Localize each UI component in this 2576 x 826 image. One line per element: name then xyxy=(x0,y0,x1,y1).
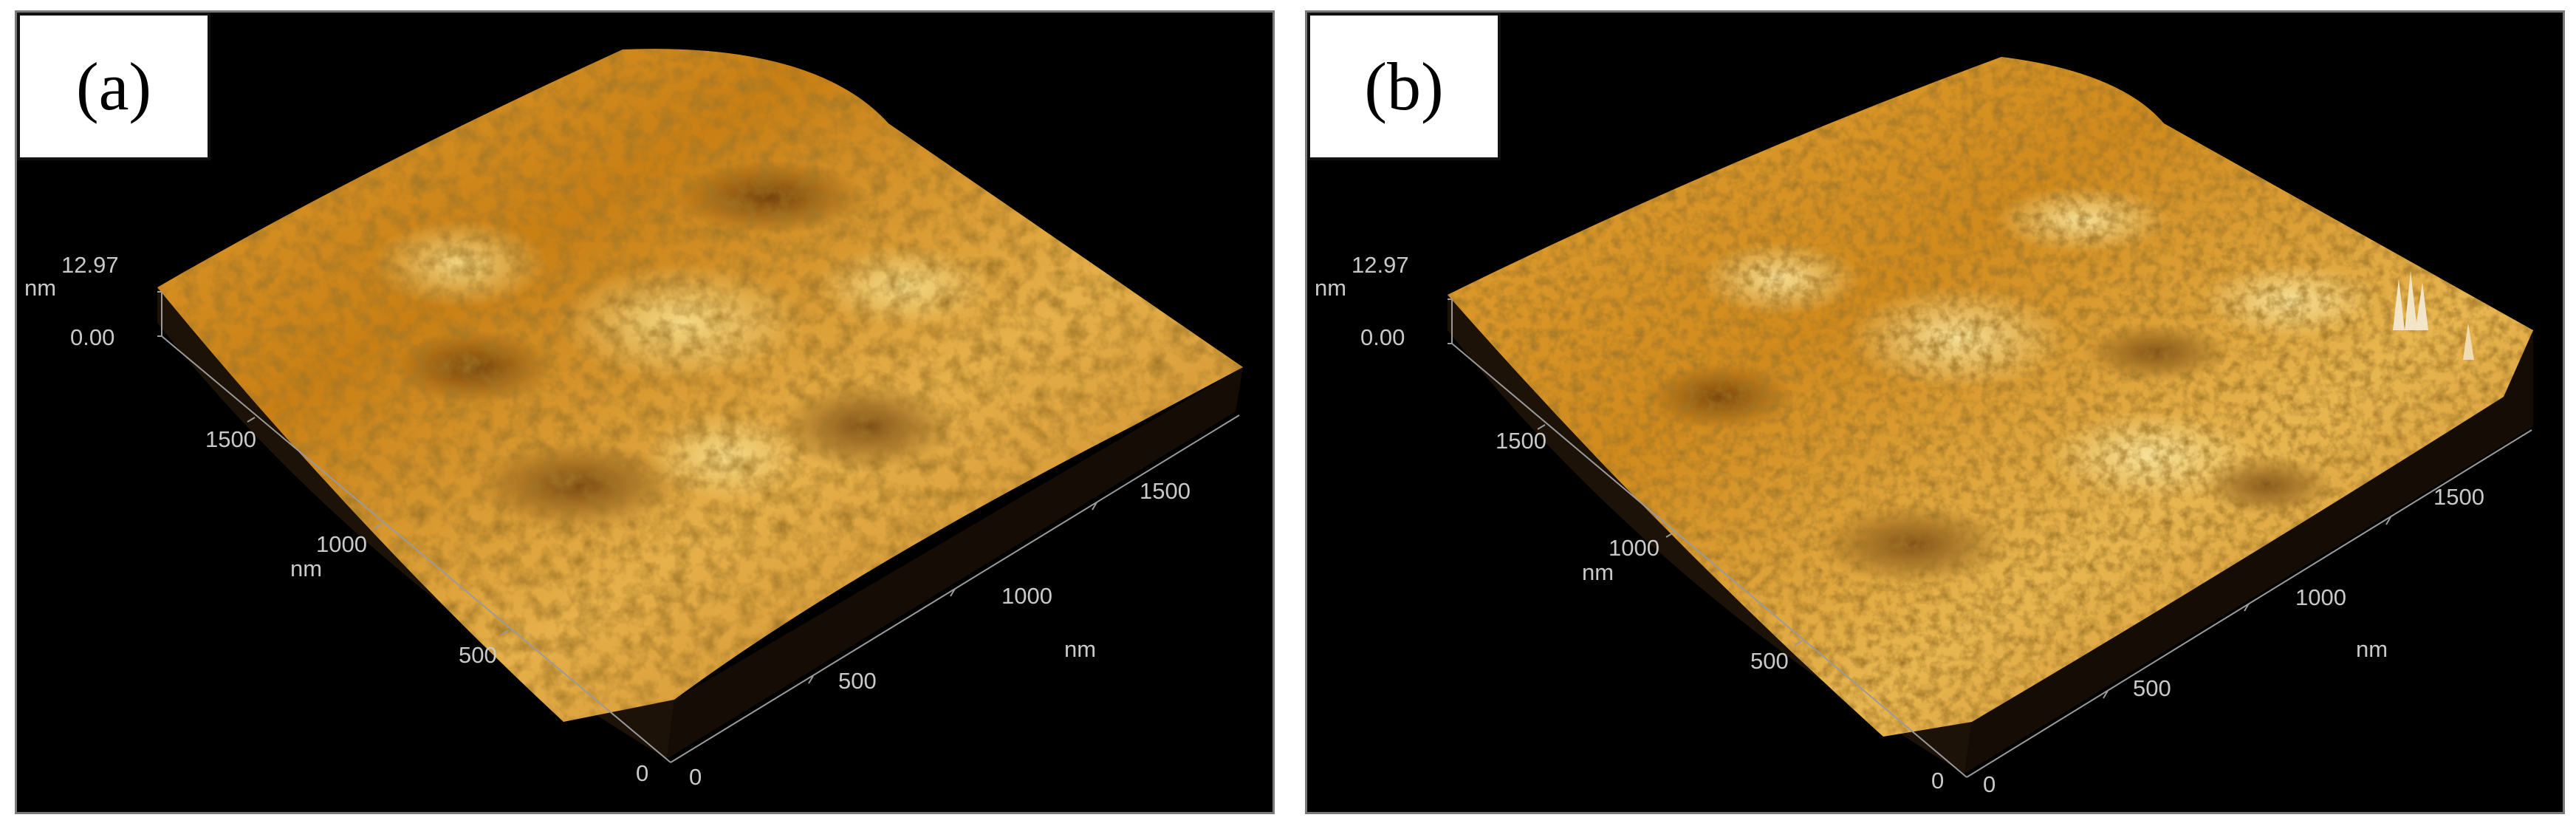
left-axis-tick-500: 500 xyxy=(459,642,497,668)
axis-ticks xyxy=(1448,298,2391,699)
surface-side-right xyxy=(667,367,1243,759)
afm-panel-b: 12.97 nm 0.00 1500 1000 nm 500 0 0 500 1… xyxy=(1305,10,2565,814)
afm-plot-b: 12.97 nm 0.00 1500 1000 nm 500 0 0 500 1… xyxy=(1315,57,2533,797)
axes-frame xyxy=(1451,299,2532,778)
z-axis-max-label: 12.97 xyxy=(1352,252,1409,278)
left-axis-tick-500: 500 xyxy=(1750,648,1789,674)
right-axis-tick-1500: 1500 xyxy=(1140,478,1191,504)
left-axis-tick-1000: 1000 xyxy=(1609,535,1659,561)
left-axis-tick-1500: 1500 xyxy=(205,426,256,452)
left-axis-tick-0: 0 xyxy=(636,760,648,786)
z-axis-min-label: 0.00 xyxy=(1360,324,1405,350)
right-axis-tick-1000: 1000 xyxy=(1001,583,1052,609)
right-axis-tick-0: 0 xyxy=(1983,771,1996,797)
right-axis-tick-500: 500 xyxy=(2133,675,2171,701)
right-axis-tick-500: 500 xyxy=(838,668,877,694)
z-axis-unit-label: nm xyxy=(24,275,56,301)
z-axis-max-label: 12.97 xyxy=(61,252,119,278)
afm-panel-a: 12.97 nm 0.00 1500 1000 nm 500 0 0 500 1… xyxy=(15,10,1275,814)
left-axis-tick-0: 0 xyxy=(1931,768,1944,793)
right-axis-tick-1000: 1000 xyxy=(2295,584,2346,610)
right-axis-tick-1500: 1500 xyxy=(2433,484,2484,510)
right-axis-tick-0: 0 xyxy=(689,764,702,790)
axis-ticks xyxy=(157,291,1097,684)
panel-label-text: (a) xyxy=(75,49,152,124)
panel-label-a: (a) xyxy=(17,13,210,160)
right-axis-unit-label: nm xyxy=(1064,636,1096,662)
panel-label-b: (b) xyxy=(1307,13,1501,160)
left-axis-tick-1000: 1000 xyxy=(316,531,367,557)
left-axis-unit-label: nm xyxy=(1582,559,1614,585)
left-axis-unit-label: nm xyxy=(290,556,322,581)
right-axis-unit-label: nm xyxy=(2356,636,2388,662)
panel-label-text: (b) xyxy=(1364,49,1444,124)
left-axis-tick-1500: 1500 xyxy=(1496,428,1546,454)
z-axis-min-label: 0.00 xyxy=(70,324,114,350)
afm-plot-a: 12.97 nm 0.00 1500 1000 nm 500 0 0 500 1… xyxy=(24,49,1243,790)
z-axis-unit-label: nm xyxy=(1315,275,1346,301)
